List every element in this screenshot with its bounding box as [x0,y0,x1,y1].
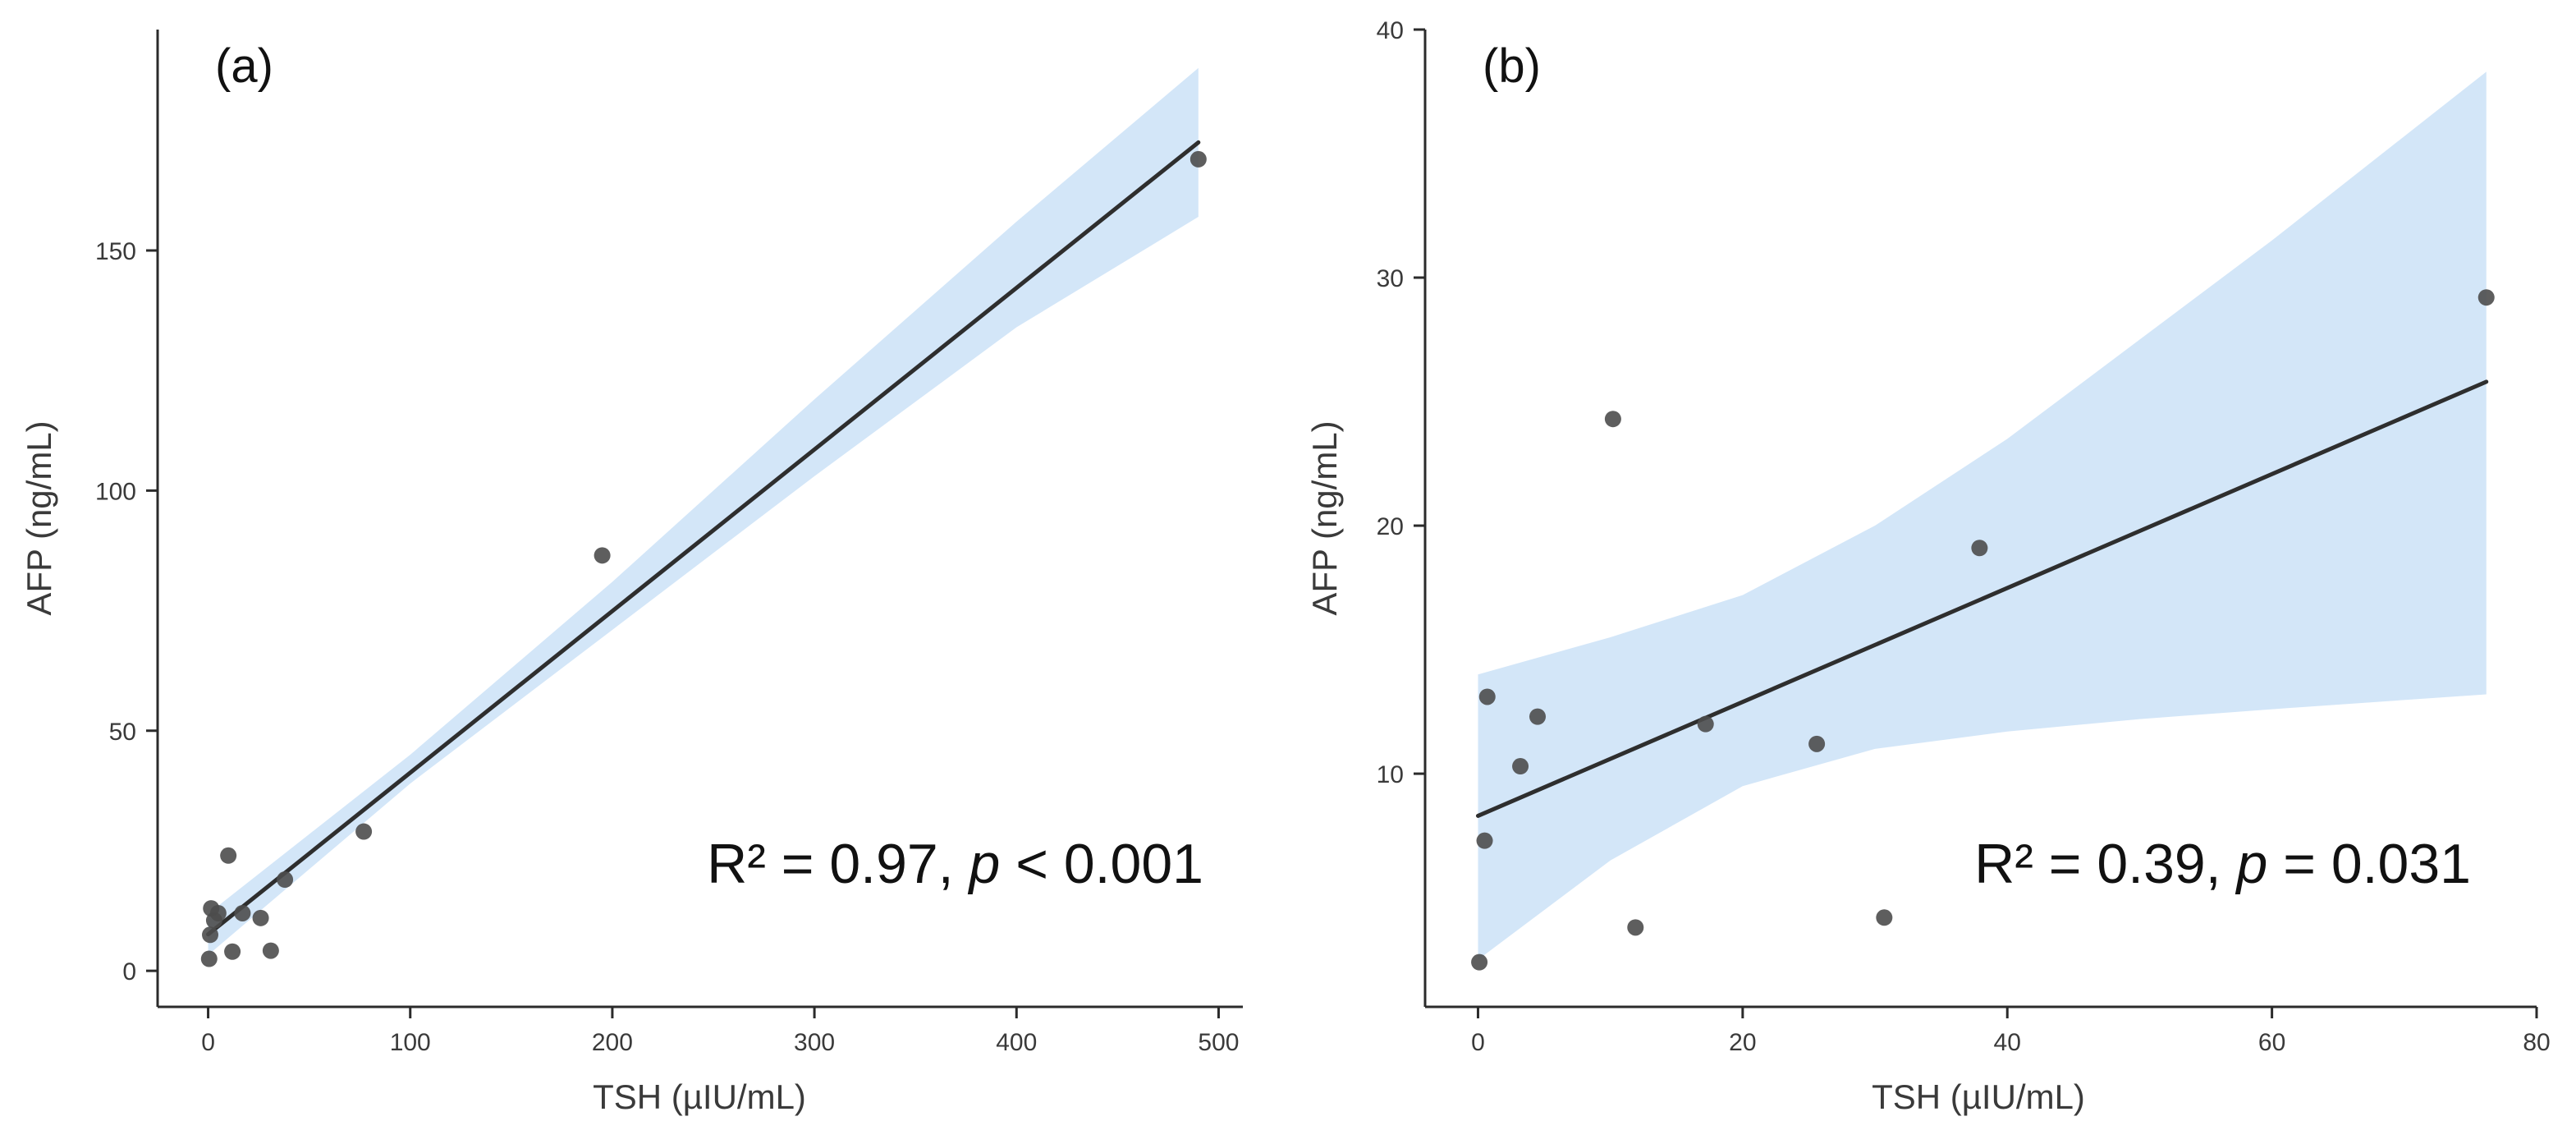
x-tick-label: 500 [1198,1029,1239,1056]
x-tick-label: 20 [1729,1029,1756,1056]
y-tick-label: 150 [95,238,136,265]
x-axis-title: TSH (µIU/mL) [593,1077,806,1116]
data-point [1189,150,1207,168]
data-point [2477,289,2495,306]
y-axis-title: AFP (ng/mL) [1305,420,1344,615]
data-point [200,950,218,967]
confidence-band-layer [208,67,1199,955]
x-ticks: 0 20 40 60 80 [1471,1007,2551,1056]
panel-label: (a) [215,39,273,93]
y-tick-label: 20 [1377,513,1404,540]
y-tick-label: 0 [122,958,136,985]
stats-annotation: R² = 0.97, p < 0.001 [707,833,1203,895]
y-ticks: 10 20 30 40 [1377,17,1425,788]
y-axis-title: AFP (ng/mL) [20,420,58,615]
data-point [1478,688,1496,705]
y-tick-label: 40 [1377,17,1404,44]
data-point [594,547,611,564]
x-tick-label: 200 [592,1029,633,1056]
y-tick-label: 100 [95,478,136,505]
points-layer [1471,289,2495,971]
data-point [209,904,227,921]
points-layer [200,150,1207,967]
data-point [202,926,219,944]
data-point [252,909,269,926]
stats-annotation: R² = 0.39, p = 0.031 [1974,833,2471,895]
x-tick-label: 0 [201,1029,215,1056]
data-point [234,904,251,921]
x-ticks: 0 100 200 300 400 500 [201,1007,1239,1056]
x-tick-label: 100 [390,1029,431,1056]
y-tick-label: 50 [109,719,136,746]
regression-line [1475,379,2489,818]
data-point [1604,411,1621,428]
y-ticks: 0 50 100 150 [95,238,158,985]
panel-a: 0 100 200 300 400 500 0 50 100 150 (a) R² = 0.97… [20,30,1243,1116]
confidence-band [208,67,1199,955]
data-point [277,871,294,889]
data-point [1876,909,1893,926]
y-tick-label: 30 [1377,265,1404,292]
data-point [1512,758,1529,775]
x-tick-label: 80 [2523,1029,2550,1056]
fit-line-layer [1475,379,2489,818]
data-point [262,942,279,959]
regression-line [206,140,1201,937]
data-point [224,943,241,960]
data-point [1808,735,1826,752]
data-point [1529,708,1547,725]
y-tick-label: 10 [1377,761,1404,788]
confidence-band-layer [1478,71,2487,960]
data-point [1697,715,1714,733]
data-point [1627,919,1644,936]
data-point [355,823,373,840]
fit-line-layer [206,140,1201,937]
panel-label: (b) [1483,39,1541,93]
confidence-band [1478,71,2487,960]
x-tick-label: 300 [794,1029,835,1056]
x-tick-label: 400 [996,1029,1037,1056]
x-tick-label: 60 [2258,1029,2285,1056]
data-point [1971,540,1988,557]
x-axis-title: TSH (µIU/mL) [1872,1077,2085,1116]
x-tick-label: 0 [1471,1029,1485,1056]
data-point [1471,953,1488,971]
data-point [220,847,237,864]
x-tick-label: 40 [1994,1029,2021,1056]
data-point [1476,832,1493,849]
panel-b: 0 20 40 60 80 10 20 30 40 (b) R² = 0.39, p = 0.… [1305,17,2551,1116]
